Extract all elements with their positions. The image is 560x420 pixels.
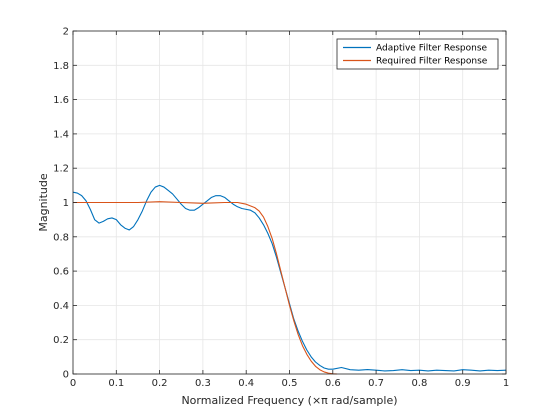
x-tick-label: 0.9	[455, 378, 471, 389]
x-axis-title: Normalized Frequency (×π rad/sample)	[181, 394, 397, 407]
y-tick-label: 0.4	[53, 301, 69, 312]
y-tick-label: 0.8	[53, 232, 69, 243]
y-tick-label: 2	[63, 27, 69, 38]
x-tick-label: 0.1	[108, 378, 124, 389]
x-tick-label: 0.2	[152, 378, 168, 389]
x-tick-label: 0	[70, 378, 76, 389]
y-tick-label: 1.6	[53, 95, 69, 106]
x-tick-label: 0.3	[195, 378, 211, 389]
y-axis-title: Magnitude	[37, 173, 50, 232]
series-line-required	[73, 201, 338, 375]
y-tick-label: 1.2	[53, 164, 69, 175]
y-tick-label: 1.8	[53, 61, 69, 72]
y-tick-label: 0.2	[53, 335, 69, 346]
y-tick-label: 1.4	[53, 129, 69, 140]
legend: Adaptive Filter Response Required Filter…	[336, 38, 499, 70]
plot-area: 0 0.1 0.2 0.3 0.4 0.5 0.6 0.7 0.8 0.9 1 0 0.2 0.4 0.6 0…	[53, 27, 509, 390]
x-tick-label: 0.7	[368, 378, 384, 389]
legend-label-adaptive: Adaptive Filter Response	[376, 44, 488, 54]
x-tick-label: 0.5	[282, 378, 298, 389]
y-tick-label: 0.6	[53, 267, 69, 278]
y-tick-label: 0	[63, 370, 69, 381]
series-line-adaptive	[72, 184, 507, 372]
legend-label-required: Required Filter Response	[376, 57, 488, 67]
y-tick-label: 1	[63, 198, 69, 209]
x-tick-label: 0.4	[238, 378, 254, 389]
x-tick-label: 0.8	[411, 378, 427, 389]
x-tick-label: 1	[503, 378, 509, 389]
x-tick-label: 0.6	[325, 378, 341, 389]
legend-box	[336, 38, 499, 70]
